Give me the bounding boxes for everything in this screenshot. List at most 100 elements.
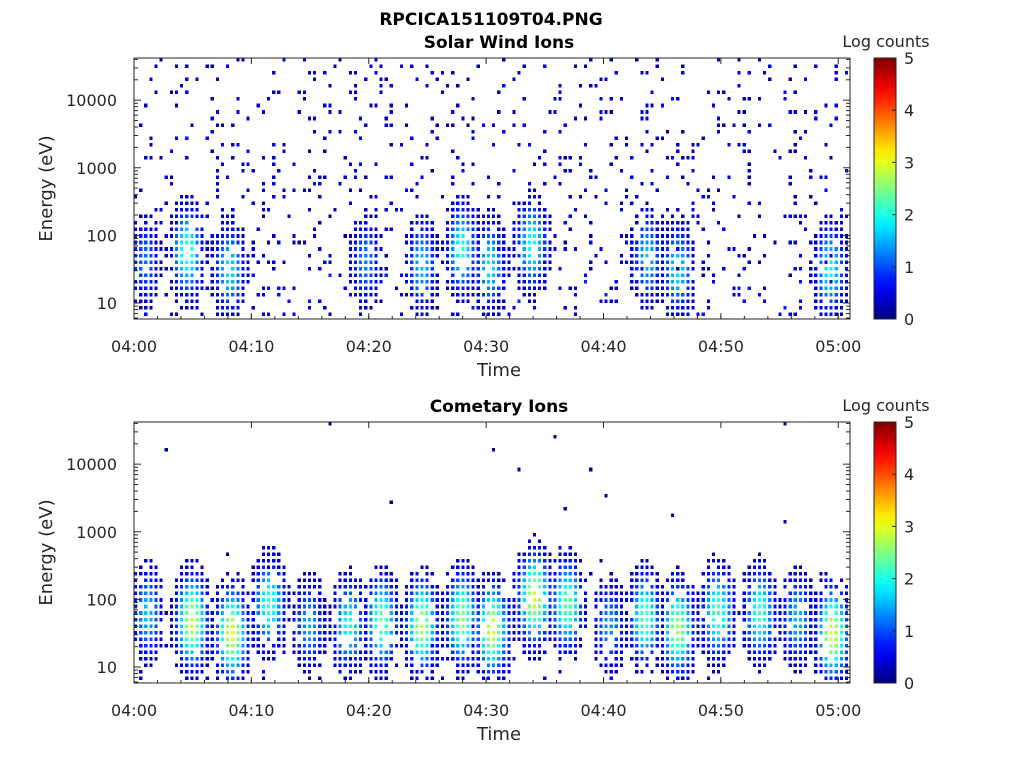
heatmap-cell (793, 266, 797, 271)
heatmap-cell (502, 630, 506, 635)
heatmap-cell (364, 637, 368, 641)
heatmap-cell (819, 227, 823, 232)
heatmap-cell (246, 611, 250, 615)
heatmap-cell (492, 266, 496, 271)
heatmap-cell (497, 591, 501, 596)
heatmap-cell (645, 598, 649, 602)
heatmap-cell (706, 240, 710, 245)
heatmap-cell (706, 266, 710, 271)
heatmap-cell (798, 611, 803, 615)
heatmap-cells (134, 422, 849, 681)
heatmap-cell (517, 467, 521, 472)
heatmap-cell (696, 611, 700, 615)
heatmap-cell (144, 240, 148, 245)
heatmap-cell (486, 663, 491, 668)
heatmap-cell (814, 253, 818, 258)
heatmap-cell (456, 598, 460, 602)
heatmap-cell (169, 214, 173, 219)
heatmap-cell (154, 266, 158, 271)
heatmap-cell (415, 604, 419, 609)
heatmap-cell (548, 572, 552, 576)
heatmap-cell (711, 663, 716, 668)
heatmap-cell (665, 155, 670, 160)
heatmap-cell (139, 585, 143, 589)
heatmap-cell (246, 617, 250, 622)
heatmap-cell (410, 585, 414, 589)
heatmap-cell (665, 591, 670, 596)
heatmap-cell (185, 578, 189, 583)
heatmap-cell (389, 585, 393, 589)
heatmap-cell (246, 273, 250, 277)
heatmap-cell (359, 136, 363, 140)
heatmap-cell (486, 273, 491, 277)
heatmap-cell (277, 598, 281, 602)
heatmap-cell (839, 299, 843, 304)
heatmap-cell (200, 312, 204, 317)
heatmap-cell (215, 650, 219, 654)
heatmap-cell (410, 624, 414, 628)
heatmap-cell (180, 227, 184, 232)
heatmap-cell (640, 181, 644, 186)
heatmap-cell (532, 214, 537, 219)
heatmap-cell (220, 598, 225, 602)
heatmap-cell (190, 123, 194, 127)
heatmap-cell (538, 539, 542, 544)
heatmap-cell (594, 598, 598, 602)
heatmap-cell (481, 650, 485, 654)
heatmap-cell (757, 663, 762, 668)
heatmap-cell (640, 572, 644, 576)
heatmap-cell (645, 227, 649, 232)
heatmap-cell (456, 84, 460, 88)
heatmap-cell (619, 663, 624, 668)
heatmap-cell (461, 253, 465, 258)
heatmap-cell (584, 64, 588, 69)
heatmap-cell (410, 162, 414, 166)
heatmap-cell (619, 604, 624, 609)
heatmap-cell (451, 578, 455, 583)
heatmap-cell (768, 630, 772, 635)
heatmap-cell (798, 585, 803, 589)
heatmap-cell (190, 273, 194, 277)
heatmap-cell (548, 604, 552, 609)
heatmap-cell (456, 611, 460, 615)
heatmap-cell (205, 663, 209, 668)
heatmap-cell (548, 247, 552, 251)
heatmap-cell (318, 630, 322, 635)
heatmap-cell (389, 142, 393, 147)
heatmap-cell (374, 234, 378, 238)
heatmap-cell (757, 650, 762, 654)
heatmap-cell (236, 110, 240, 114)
heatmap-cell (558, 630, 562, 635)
heatmap-cell (246, 669, 250, 674)
heatmap-cell (727, 565, 731, 570)
heatmap-cell (522, 123, 526, 127)
heatmap-cell (635, 637, 639, 641)
heatmap-cell (512, 637, 516, 641)
heatmap-cell (768, 637, 772, 641)
heatmap-cell (512, 656, 516, 661)
heatmap-cell (532, 572, 537, 576)
heatmap-cell (599, 110, 603, 114)
heatmap-cell (287, 598, 291, 602)
heatmap-cell (614, 71, 618, 75)
heatmap-cell (399, 624, 404, 628)
heatmap-cell (185, 273, 189, 277)
heatmap-cell (722, 650, 726, 654)
heatmap-cell (481, 260, 485, 264)
heatmap-cell (282, 578, 286, 583)
heatmap-cell (471, 181, 475, 186)
heatmap-cell (527, 552, 531, 557)
heatmap-cell (384, 630, 388, 635)
heatmap-cell (773, 585, 777, 589)
heatmap-cell (829, 604, 833, 609)
heatmap-cell (231, 273, 235, 277)
heatmap-cell (246, 650, 250, 654)
heatmap-cell (747, 181, 751, 186)
heatmap-cell (195, 598, 199, 602)
heatmap-cell (440, 630, 445, 635)
heatmap-cell (722, 123, 726, 127)
heatmap-cell (220, 630, 225, 635)
heatmap-cell (635, 221, 639, 225)
heatmap-cell (824, 669, 828, 674)
heatmap-cell (430, 292, 434, 297)
